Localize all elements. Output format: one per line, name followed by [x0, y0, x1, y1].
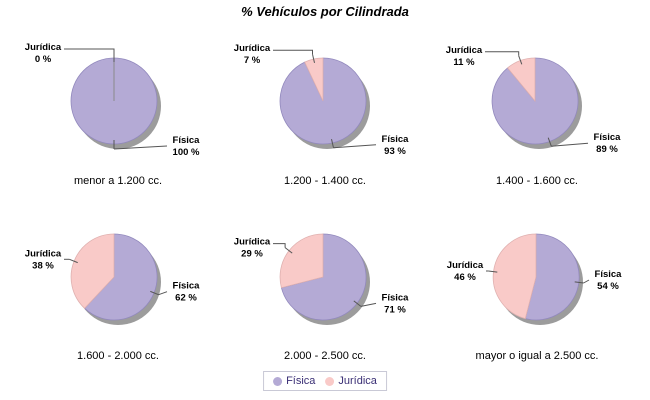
category-label-3: 1.400 - 1.600 cc.: [496, 175, 578, 187]
fisica-percent-label: 93 %: [384, 146, 406, 157]
category-label-1: menor a 1.200 cc.: [73, 175, 163, 187]
fisica-name-label: Física: [173, 281, 201, 292]
juridica-tick: [488, 270, 498, 273]
fisica-leader-line: [333, 144, 377, 149]
fisica-leader-line: [113, 145, 168, 150]
juridica-tick: [284, 247, 293, 254]
legend-item-fisica: Física: [273, 375, 315, 387]
fisica-tick: [353, 300, 362, 307]
juridica-percent-label: 29 %: [241, 249, 263, 260]
juridica-percent-label: 46 %: [454, 272, 476, 283]
fisica-tick: [150, 290, 159, 296]
juridica-percent-label: 38 %: [32, 260, 54, 271]
juridica-percent-label: 11 %: [453, 57, 475, 68]
fisica-name-label: Física: [382, 292, 410, 303]
fisica-name-label: Física: [595, 269, 623, 280]
legend-swatch-juridica-icon: [325, 376, 335, 386]
juridica-leader-line: [273, 243, 286, 248]
juridica-percent-label: 7 %: [244, 55, 261, 66]
legend-item-juridica: Jurídica: [325, 375, 377, 387]
legend-label-fisica: Física: [286, 375, 316, 387]
fisica-leader-line: [551, 142, 589, 147]
legend-label-juridica: Jurídica: [338, 375, 377, 387]
fisica-percent-label: 71 %: [384, 304, 406, 315]
juridica-tick: [69, 258, 78, 264]
category-label-4: 1.600 - 2.000 cc.: [77, 350, 159, 362]
fisica-percent-label: 54 %: [597, 281, 619, 292]
category-label-6: mayor o igual a 2.500 cc.: [475, 350, 599, 362]
fisica-percent-label: 89 %: [596, 144, 618, 155]
fisica-leader-line: [583, 279, 590, 284]
juridica-tick: [518, 55, 523, 65]
fisica-tick: [331, 138, 334, 148]
fisica-percent-label: 62 %: [175, 293, 197, 304]
fisica-tick: [547, 137, 552, 147]
juridica-leader-line: [64, 48, 115, 53]
juridica-tick: [312, 54, 315, 64]
fisica-percent-label: 100 %: [173, 147, 200, 158]
juridica-name-label: Jurídica: [446, 45, 483, 56]
juridica-leader-line: [273, 49, 313, 55]
fisica-leader-line: [158, 291, 168, 296]
legend: Física Jurídica: [263, 371, 387, 391]
fisica-name-label: Física: [594, 132, 622, 143]
juridica-name-label: Jurídica: [25, 248, 62, 259]
juridica-name-label: Jurídica: [234, 43, 271, 54]
category-label-2: 1.200 - 1.400 cc.: [284, 175, 366, 187]
fisica-name-label: Física: [173, 135, 201, 146]
juridica-name-label: Jurídica: [234, 237, 271, 248]
legend-swatch-fisica-icon: [273, 376, 283, 386]
fisica-leader-line: [360, 302, 377, 307]
juridica-leader-line: [485, 51, 520, 56]
fisica-tick: [574, 281, 584, 284]
juridica-percent-label: 0 %: [35, 54, 52, 65]
fisica-name-label: Física: [382, 134, 410, 145]
chart-title: % Vehículos por Cilindrada: [241, 4, 409, 19]
juridica-name-label: Jurídica: [25, 42, 62, 53]
juridica-name-label: Jurídica: [447, 260, 484, 271]
category-label-5: 2.000 - 2.500 cc.: [284, 350, 366, 362]
